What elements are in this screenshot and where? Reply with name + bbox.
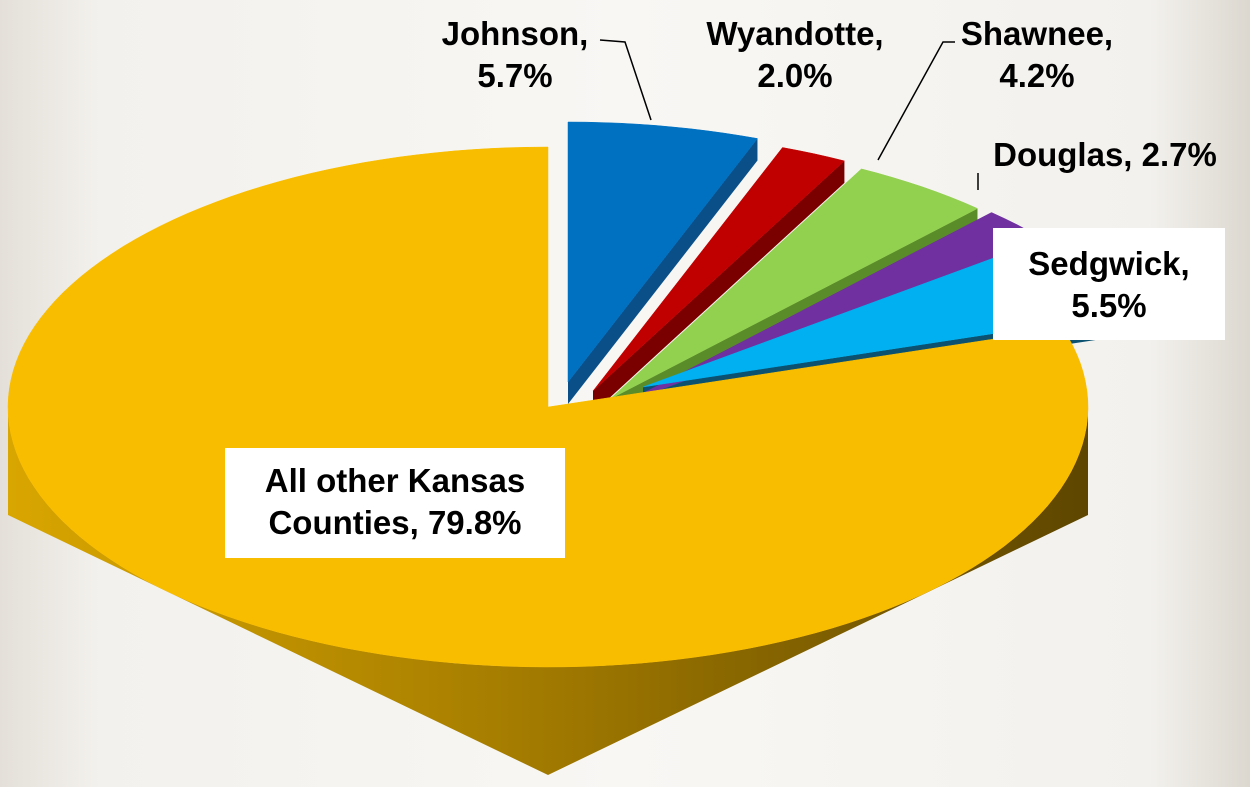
label-box-sedgwick [993, 228, 1225, 340]
data-label-shawnee-line-2: 4.2% [999, 57, 1074, 94]
slice-edge-johnson [568, 138, 758, 404]
data-label-johnson-line-2: 5.7% [477, 57, 552, 94]
data-label-wyandotte-line-2: 2.0% [757, 57, 832, 94]
data-label-sedgwick-line-1: Sedgwick, [1028, 245, 1189, 282]
label-box-all-other-kansas-counties [225, 448, 565, 558]
leader-line-shawnee [877, 41, 955, 161]
data-label-shawnee-line-1: Shawnee, [961, 15, 1113, 52]
data-label-wyandotte-line-1: Wyandotte, [706, 15, 883, 52]
slice-shawnee [609, 168, 979, 400]
data-label-all-other-kansas-counties-line-2: Counties, 79.8% [268, 504, 521, 541]
leader-line-johnson [599, 39, 652, 121]
slice-edge-wyandotte [593, 160, 845, 413]
data-label-sedgwick-line-2: 5.5% [1071, 287, 1146, 324]
slice-johnson [567, 121, 758, 383]
data-label-all-other-kansas-counties-line-1: All other Kansas [265, 462, 525, 499]
data-label-johnson-line-1: Johnson, [442, 15, 589, 52]
slice-side-all-other-kansas-counties [8, 407, 1088, 775]
data-label-douglas: Douglas, 2.7% [993, 136, 1217, 173]
slice-wyandotte [592, 147, 845, 392]
